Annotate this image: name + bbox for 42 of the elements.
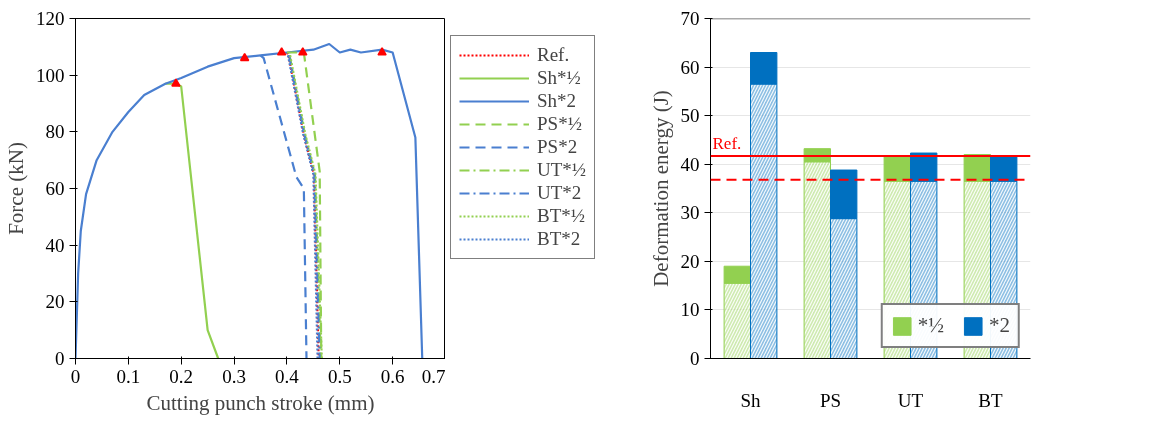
legend-label: BT*½ [537,205,586,227]
x-tick-label: 0.2 [169,365,194,387]
y-tick-label: 60 [680,56,700,78]
x-tick-label: 0.1 [116,365,141,387]
x-tick-label: PS [819,389,842,411]
x-tick-label: 0.5 [327,365,352,387]
x-tick-label: 0 [70,365,81,387]
y-tick-label: 120 [36,8,65,29]
legend-label: UT*½ [537,159,587,181]
legend-label: PS*2 [537,136,578,158]
y-tick-label: 10 [680,299,700,321]
legend-label: Sh*½ [537,67,581,89]
x-tick-label: 0.6 [380,365,405,387]
y-tick-label: 0 [690,348,700,369]
y-tick-label: 100 [36,64,65,86]
y-axis-title: Force (kN) [4,142,28,235]
y-tick-label: 40 [45,234,65,256]
legend-label: UT*2 [537,182,582,204]
legend-label: Sh*2 [537,90,577,112]
y-tick-label: 20 [45,291,65,313]
x-tick-label: 0.4 [275,365,300,387]
legend-label: Ref. [537,44,570,66]
y-tick-label: 20 [680,250,700,272]
x-tick-label: UT [897,389,924,411]
y-tick-label: 70 [680,8,700,29]
y-tick-label: 50 [680,105,700,127]
legend-label: *2 [989,313,1010,338]
legend-label: *½ [917,313,944,338]
y-tick-label: 40 [680,153,700,175]
x-axis-title: Cutting punch stroke (mm) [146,390,375,415]
x-tick-label: 0.3 [222,365,246,387]
y-tick-label: 80 [45,121,65,143]
legend-label: PS*½ [537,113,582,135]
y-tick-label: 60 [45,178,65,199]
x-tick-label: BT [978,389,1004,411]
ref-line-label: Ref. [712,133,742,153]
x-tick-label: 0.7 [421,365,446,387]
y-axis-title: Deformation energy (J) [648,90,673,287]
legend-label: BT*2 [537,228,581,250]
y-tick-label: 0 [55,348,65,369]
x-tick-label: Sh [740,389,762,411]
y-tick-label: 30 [680,202,700,224]
